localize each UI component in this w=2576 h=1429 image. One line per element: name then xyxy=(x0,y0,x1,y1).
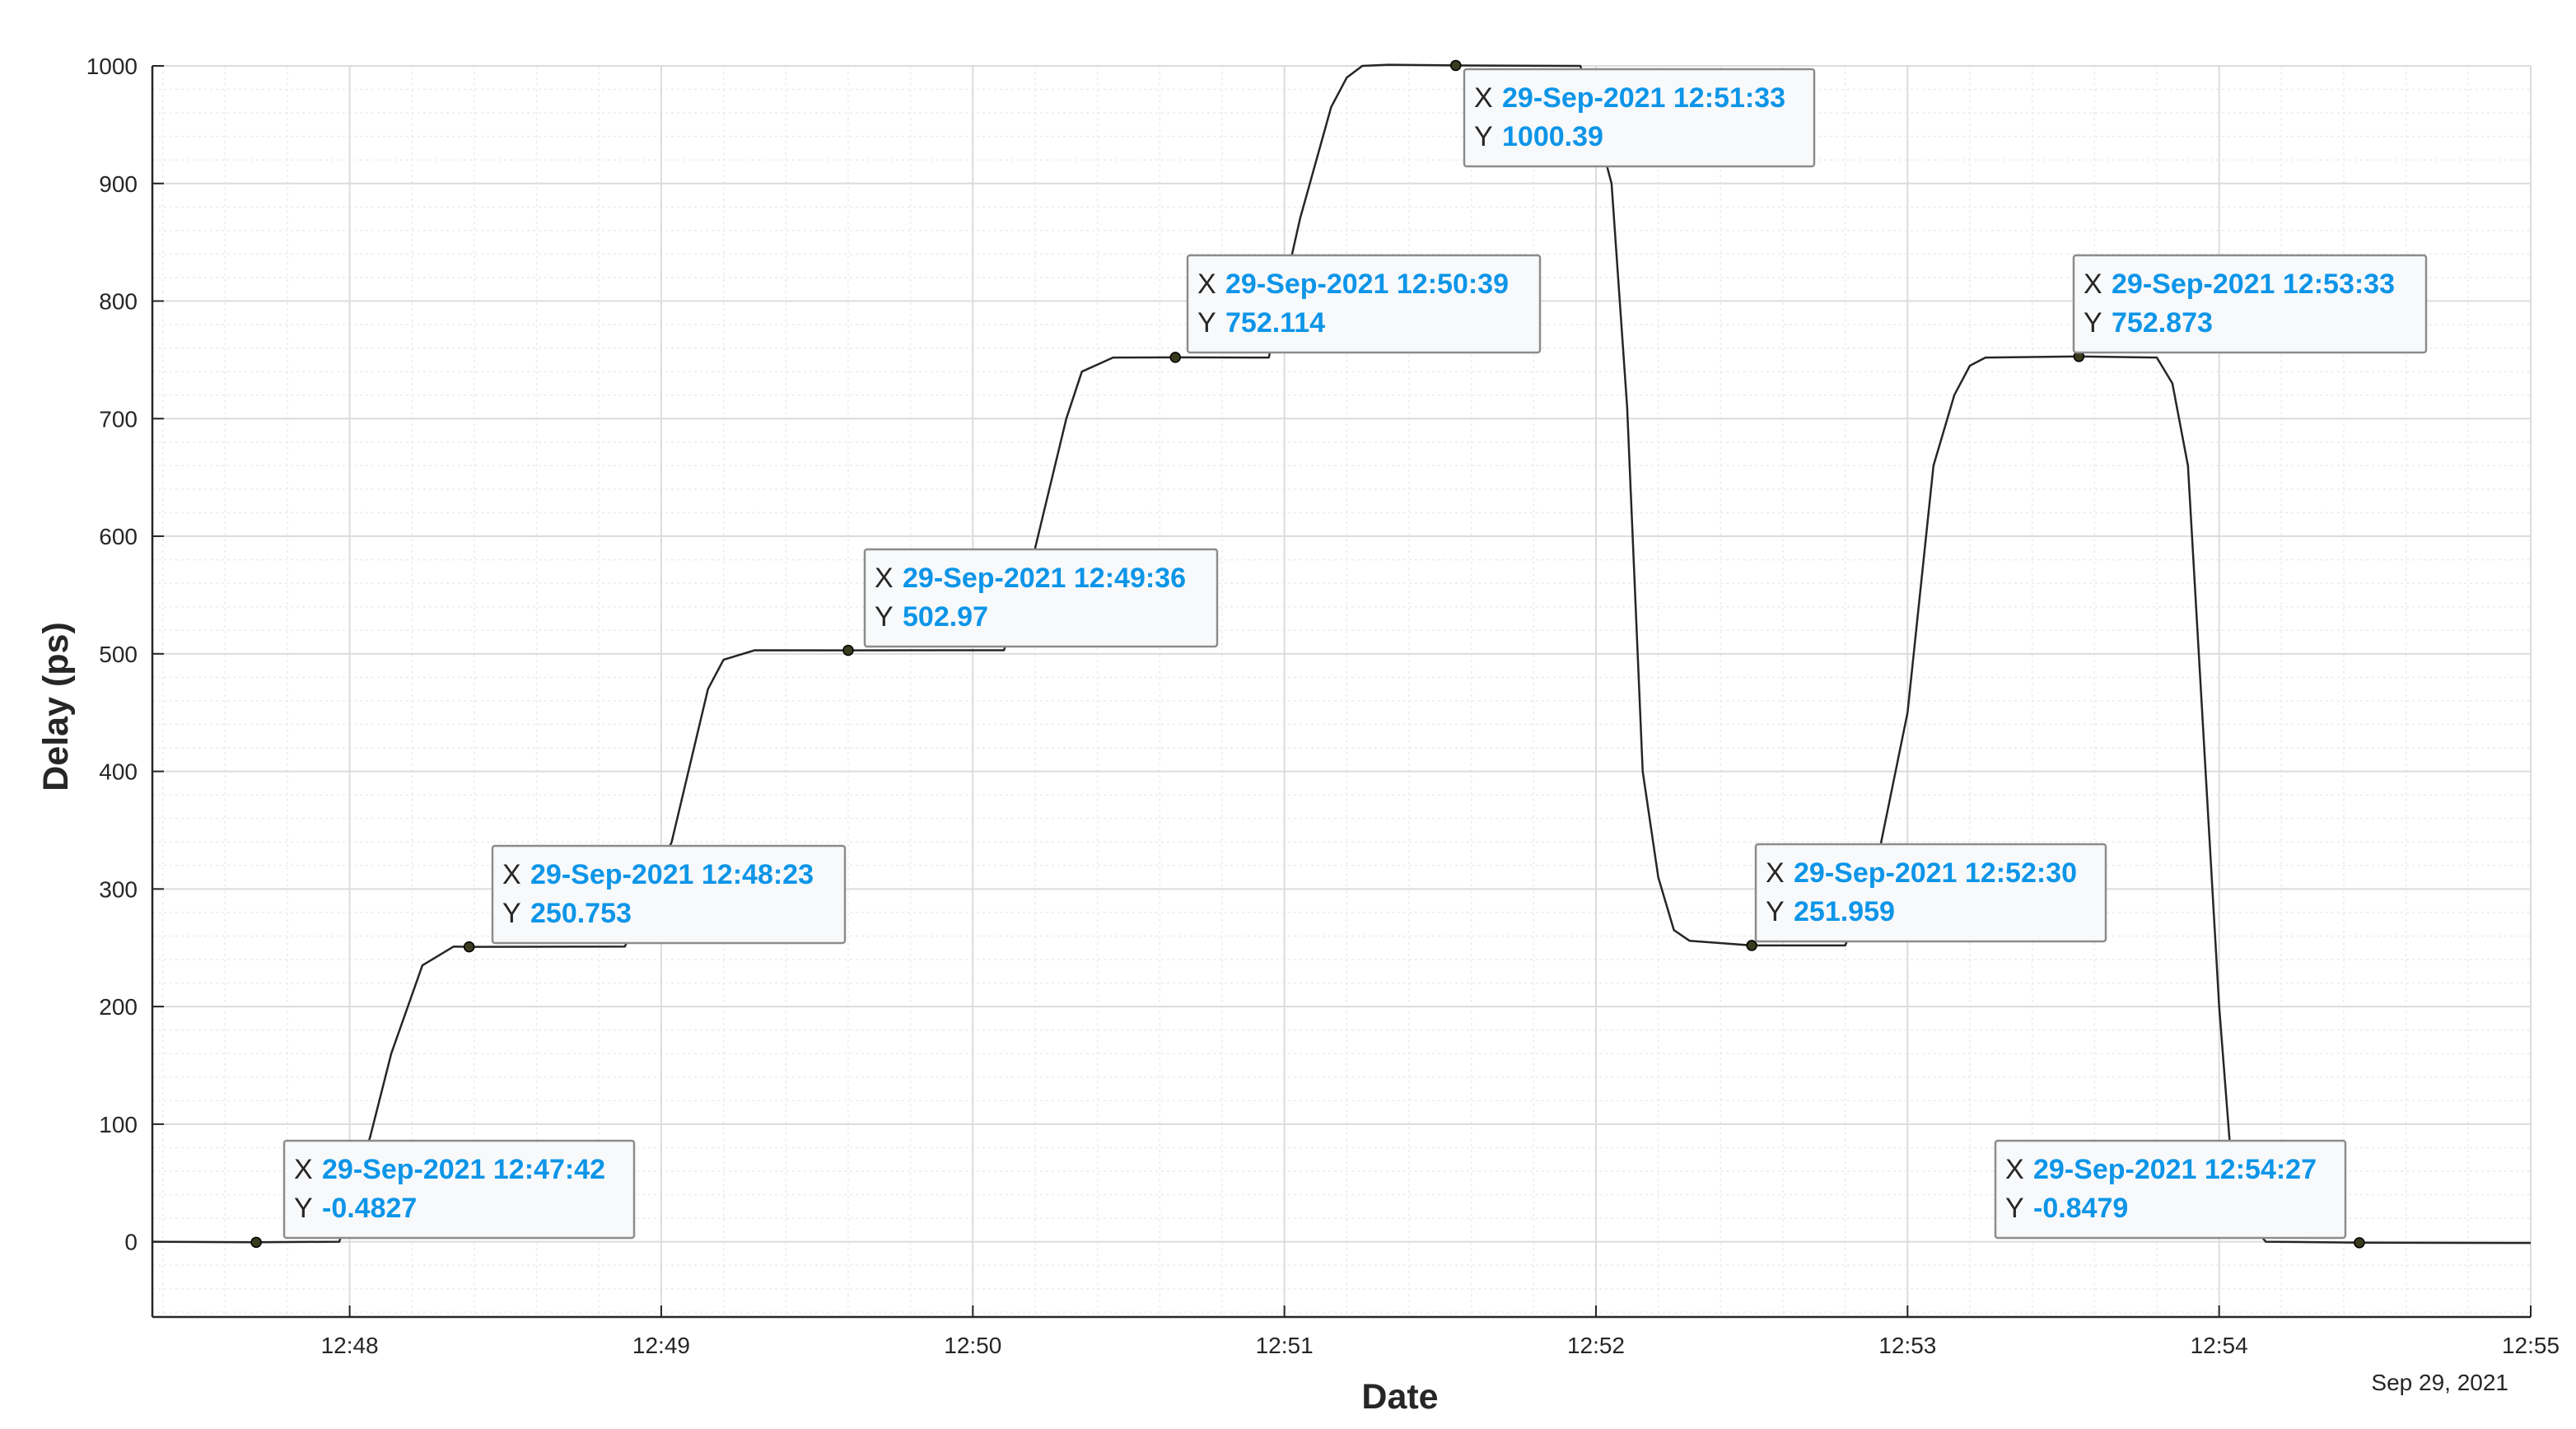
datatip-x-key: X xyxy=(2005,1154,2024,1185)
datatip[interactable]: X 29-Sep-2021 12:48:23 Y 250.753 xyxy=(491,844,847,945)
datatip-x-key: X xyxy=(1766,857,1785,889)
datatip[interactable]: X 29-Sep-2021 12:53:33 Y 752.873 xyxy=(2072,254,2428,354)
datatip[interactable]: X 29-Sep-2021 12:52:30 Y 251.959 xyxy=(1754,843,2107,943)
minor-grid xyxy=(152,66,2531,1317)
datatip-x-key: X xyxy=(1197,269,1216,300)
datatip-x-value: 29-Sep-2021 12:54:27 xyxy=(2033,1154,2317,1185)
datatip-x-value: 29-Sep-2021 12:51:33 xyxy=(1502,82,1785,114)
datatip-y-key: Y xyxy=(294,1193,313,1224)
datatip-x-value: 29-Sep-2021 12:49:36 xyxy=(903,563,1186,594)
datatip[interactable]: X 29-Sep-2021 12:54:27 Y -0.8479 xyxy=(1994,1139,2347,1240)
y-tick-label: 300 xyxy=(99,876,138,902)
datatip-marker xyxy=(463,941,475,953)
datatip-box[interactable] xyxy=(1994,1139,2347,1240)
datatip-y-key: Y xyxy=(502,898,521,929)
datatip-y-value: 1000.39 xyxy=(1502,121,1603,152)
x-date-label: Sep 29, 2021 xyxy=(2371,1370,2508,1395)
y-tick-label: 100 xyxy=(99,1112,138,1137)
datatip[interactable]: X 29-Sep-2021 12:47:42 Y -0.4827 xyxy=(282,1139,636,1240)
datatip-y-key: Y xyxy=(1197,307,1216,339)
datatip-box[interactable] xyxy=(1186,254,1542,354)
datatip-x-value: 29-Sep-2021 12:52:30 xyxy=(1794,857,2077,889)
datatip-y-key: Y xyxy=(875,601,894,633)
datatip-box[interactable] xyxy=(491,844,847,945)
datatip-markers xyxy=(250,59,2365,1249)
datatip-box[interactable] xyxy=(1463,68,1816,168)
datatip-y-value: 251.959 xyxy=(1794,896,1895,927)
datatip[interactable]: X 29-Sep-2021 12:49:36 Y 502.97 xyxy=(863,548,1219,648)
x-tick-label: 12:50 xyxy=(944,1333,1001,1358)
x-tick-label: 12:48 xyxy=(321,1333,379,1358)
datatip-marker xyxy=(2354,1237,2365,1249)
x-axis-title: Date xyxy=(1361,1377,1438,1417)
tick-labels: 0 100 200 300 400 500 600 700 800 900 1000 12:48 12:… xyxy=(86,54,2560,1358)
datatip-box[interactable] xyxy=(1754,843,2107,943)
datatip[interactable]: X 29-Sep-2021 12:50:39 Y 752.114 xyxy=(1186,254,1542,354)
datatips[interactable]: X 29-Sep-2021 12:47:42 Y -0.4827 X 29-Sep-202… xyxy=(282,68,2428,1240)
datatip-marker xyxy=(250,1236,262,1249)
datatip-marker xyxy=(842,644,854,656)
datatip-y-value: 250.753 xyxy=(530,898,632,929)
datatip[interactable]: X 29-Sep-2021 12:51:33 Y 1000.39 xyxy=(1463,68,1816,168)
datatip-y-key: Y xyxy=(2005,1193,2024,1224)
x-tick-label: 12:53 xyxy=(1878,1333,1936,1358)
datatip-x-key: X xyxy=(875,563,894,594)
datatip-x-value: 29-Sep-2021 12:53:33 xyxy=(2112,269,2395,300)
datatip-y-key: Y xyxy=(2084,307,2102,339)
datatip-x-value: 29-Sep-2021 12:47:42 xyxy=(322,1154,605,1185)
datatip-marker xyxy=(1746,940,1757,951)
x-tick-label: 12:54 xyxy=(2191,1333,2248,1358)
x-tick-label: 12:55 xyxy=(2502,1333,2560,1358)
datatip-marker xyxy=(1169,352,1181,363)
datatip-y-value: -0.8479 xyxy=(2033,1193,2128,1224)
y-tick-label: 0 xyxy=(124,1230,138,1255)
y-tick-label: 1000 xyxy=(86,54,138,79)
x-tick-label: 12:49 xyxy=(632,1333,690,1358)
x-tick-label: 12:52 xyxy=(1567,1333,1625,1358)
datatip-x-key: X xyxy=(294,1154,313,1185)
datatip-y-value: -0.4827 xyxy=(322,1193,417,1224)
axes xyxy=(151,65,2532,1319)
datatip-x-key: X xyxy=(2084,269,2102,300)
y-tick-label: 400 xyxy=(99,759,138,785)
datatip-y-value: 752.873 xyxy=(2112,307,2213,339)
y-tick-label: 500 xyxy=(99,642,138,667)
datatip-y-key: Y xyxy=(1766,896,1785,927)
datatip-x-key: X xyxy=(502,859,521,890)
datatip-box[interactable] xyxy=(2072,254,2428,354)
datatip-y-value: 502.97 xyxy=(903,601,988,633)
y-tick-label: 900 xyxy=(99,171,138,197)
datatip-box[interactable] xyxy=(863,548,1219,648)
y-axis-title: Delay (ps) xyxy=(36,622,76,792)
datatip-x-key: X xyxy=(1474,82,1493,114)
y-tick-label: 600 xyxy=(99,524,138,549)
y-tick-label: 700 xyxy=(99,406,138,432)
x-tick-label: 12:51 xyxy=(1256,1333,1314,1358)
y-tick-label: 800 xyxy=(99,289,138,315)
datatip-marker xyxy=(1449,59,1462,72)
y-tick-label: 200 xyxy=(99,994,138,1020)
datatip-x-value: 29-Sep-2021 12:48:23 xyxy=(530,859,814,890)
datatip-y-value: 752.114 xyxy=(1225,307,1325,339)
datatip-y-key: Y xyxy=(1474,121,1493,152)
datatip-x-value: 29-Sep-2021 12:50:39 xyxy=(1225,269,1509,300)
datatip-box[interactable] xyxy=(282,1139,636,1240)
